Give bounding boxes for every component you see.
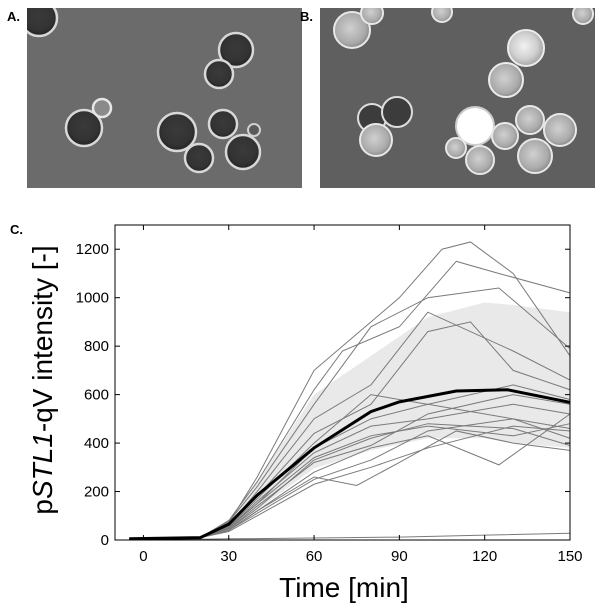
y-tick-label: 0 bbox=[101, 532, 109, 549]
y-tick-label: 1200 bbox=[76, 241, 109, 258]
panel-b-label: B. bbox=[300, 9, 313, 24]
y-tick-label: 200 bbox=[84, 484, 109, 501]
single-cell-trace bbox=[129, 260, 571, 540]
x-tick-label: 0 bbox=[139, 548, 147, 565]
y-axis-label: pSTL1-qV intensity [-] bbox=[27, 245, 58, 514]
x-tick-label: 120 bbox=[472, 548, 497, 565]
single-cell-trace bbox=[129, 430, 571, 540]
plot-frame bbox=[114, 224, 571, 541]
y-tick-label: 400 bbox=[84, 435, 109, 452]
x-tick-label: 150 bbox=[557, 548, 582, 565]
std-band bbox=[129, 302, 570, 540]
x-tick-label: 60 bbox=[306, 548, 323, 565]
y-axis-label-prefix: p bbox=[27, 499, 58, 515]
panel-c-label: C. bbox=[10, 222, 23, 237]
x-axis-label: Time [min] bbox=[279, 572, 409, 603]
x-tick-label: 30 bbox=[220, 548, 237, 565]
y-tick-label: 800 bbox=[84, 338, 109, 355]
mean-trace bbox=[129, 388, 571, 541]
x-tick-label: 90 bbox=[391, 548, 408, 565]
micrograph-a bbox=[27, 8, 302, 188]
panel-a-label: A. bbox=[7, 9, 20, 24]
y-axis-label-gene: STL1 bbox=[27, 432, 58, 499]
y-axis-label-suffix: -qV intensity [-] bbox=[27, 245, 58, 432]
y-tick-label: 600 bbox=[84, 387, 109, 404]
micrograph-b bbox=[320, 8, 595, 188]
y-tick-label: 1000 bbox=[76, 290, 109, 307]
